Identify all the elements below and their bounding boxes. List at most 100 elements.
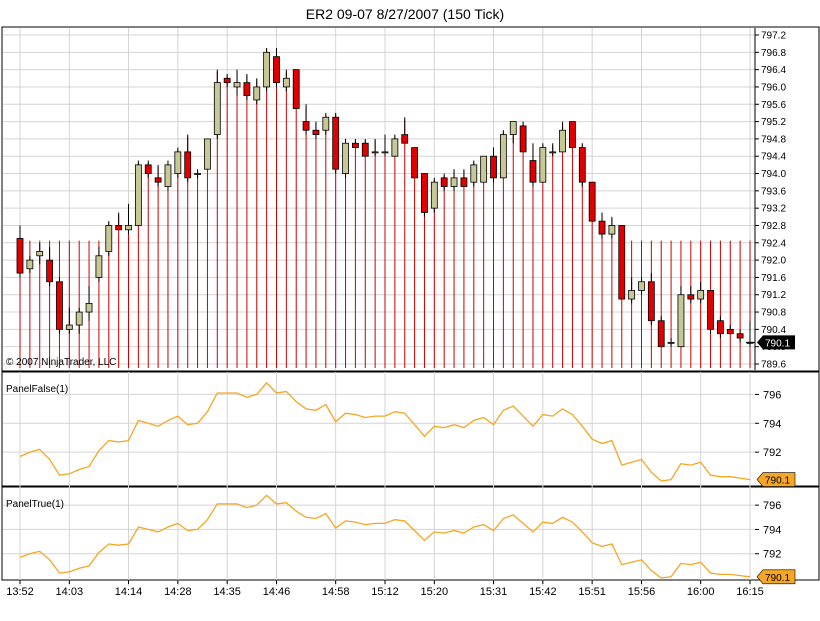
candle-up [85, 302, 93, 313]
candle-up [628, 290, 636, 300]
time-tick-label: 15:12 [371, 586, 399, 598]
panel-false-frame [1, 371, 820, 487]
candle-up [638, 281, 645, 291]
candle-down [312, 129, 320, 135]
candle-up [322, 116, 330, 131]
price-tick-label: 794.4 [761, 152, 786, 163]
price-y-axis: 797.2 796.8 796.4 796.0 795.6 795.2 794.8 794.4… [746, 28, 795, 371]
candle-up [391, 138, 399, 157]
price-tick-label: 795.6 [761, 100, 786, 111]
candle-up [134, 164, 142, 226]
candle-up [371, 151, 379, 154]
candle-up [549, 151, 557, 154]
panel-false-panel: 796 794 792 790.1 PanelFalse(1) [1, 371, 820, 489]
candle-down [184, 151, 192, 179]
panel-true-last-value: 790.1 [765, 573, 790, 584]
candle-up [697, 290, 705, 300]
candle-up [342, 142, 349, 174]
panel-true-last-badge [756, 569, 796, 585]
price-tick-label: 797.2 [761, 31, 786, 42]
panel-false-grid [3, 372, 755, 489]
candle-down [361, 142, 369, 157]
panel-false-series [19, 381, 751, 482]
price-tick-label: 794.0 [761, 169, 786, 180]
candle-up [608, 225, 616, 235]
price-tick-label: 790.4 [761, 325, 786, 336]
candle-down [707, 290, 714, 330]
time-tick-label: 16:00 [687, 586, 715, 598]
candle-up [233, 82, 241, 88]
price-tick-label: 792.8 [761, 221, 786, 232]
candle-up [105, 225, 113, 252]
time-tick-label: 15:42 [529, 586, 557, 598]
price-tick-label: 796.8 [761, 48, 786, 59]
candle-up [213, 82, 221, 135]
time-tick-label: 14:35 [213, 586, 241, 598]
candle-down [421, 173, 428, 213]
candle-down [717, 320, 724, 335]
price-tick-label: 796.0 [761, 82, 786, 93]
price-panel-frame [1, 26, 820, 372]
volume-bars [19, 50, 751, 368]
price-tick-label: 793.2 [761, 204, 786, 215]
time-tick-label: 14:14 [115, 586, 143, 598]
candle-down [46, 259, 53, 283]
time-tick-label: 13:52 [6, 586, 34, 598]
panel-true-frame [1, 486, 820, 581]
chart-title: ER2 09-07 8/27/2007 (150 Tick) [306, 6, 504, 22]
candle-down [411, 147, 418, 179]
time-tick-label: 15:56 [628, 586, 656, 598]
candle-down [302, 121, 310, 131]
candlestick-series [16, 47, 754, 348]
candle-down [736, 333, 744, 339]
candle-down [490, 155, 497, 179]
candle-up [65, 324, 73, 330]
panel-false-last-value: 790.1 [765, 476, 790, 487]
candle-down [401, 134, 409, 144]
panel-false-y-axis: 796 794 792 790.1 [755, 389, 796, 487]
candle-down [460, 177, 468, 187]
candle-down [588, 181, 596, 222]
price-tick-label: 794.8 [761, 134, 786, 145]
candle-up [75, 311, 83, 326]
panel-true-series [19, 494, 751, 579]
price-tick-label: 792.4 [761, 238, 786, 249]
panel-true-grid [3, 485, 755, 586]
candle-down [598, 220, 606, 235]
time-tick-label: 15:20 [421, 586, 449, 598]
last-price-value: 790.1 [765, 338, 790, 349]
candle-up [667, 341, 675, 344]
candle-up [26, 259, 34, 270]
candle-down [243, 82, 251, 97]
candle-down [440, 177, 448, 187]
time-tick-label: 15:51 [578, 586, 606, 598]
panel-true-tick-label: 796 [763, 500, 781, 512]
candle-down [16, 238, 24, 274]
candle-down [154, 177, 162, 183]
candle-up [559, 129, 566, 153]
time-tick-label: 14:46 [263, 586, 291, 598]
candle-down [56, 281, 63, 330]
price-tick-label: 795.2 [761, 117, 786, 128]
last-price-badge [757, 335, 795, 350]
time-tick-label: 15:31 [480, 586, 508, 598]
candle-down [519, 125, 527, 153]
panel-false-last-badge [756, 472, 796, 487]
candle-up [253, 86, 261, 101]
candle-up [174, 151, 182, 174]
candle-up [282, 77, 290, 88]
candle-up [450, 177, 458, 187]
time-tick-label: 14:03 [56, 586, 84, 598]
candle-down [115, 225, 123, 231]
candle-up [499, 134, 507, 179]
candle-down [618, 225, 626, 300]
candle-down [273, 56, 280, 84]
candle-down [332, 116, 340, 170]
candle-up [164, 164, 172, 187]
candle-up [36, 251, 44, 257]
candle-up [95, 255, 103, 278]
price-tick-label: 790.8 [761, 308, 786, 319]
time-tick-label: 14:58 [322, 586, 350, 598]
candle-down [144, 164, 152, 174]
price-tick-label: 791.2 [761, 290, 786, 301]
